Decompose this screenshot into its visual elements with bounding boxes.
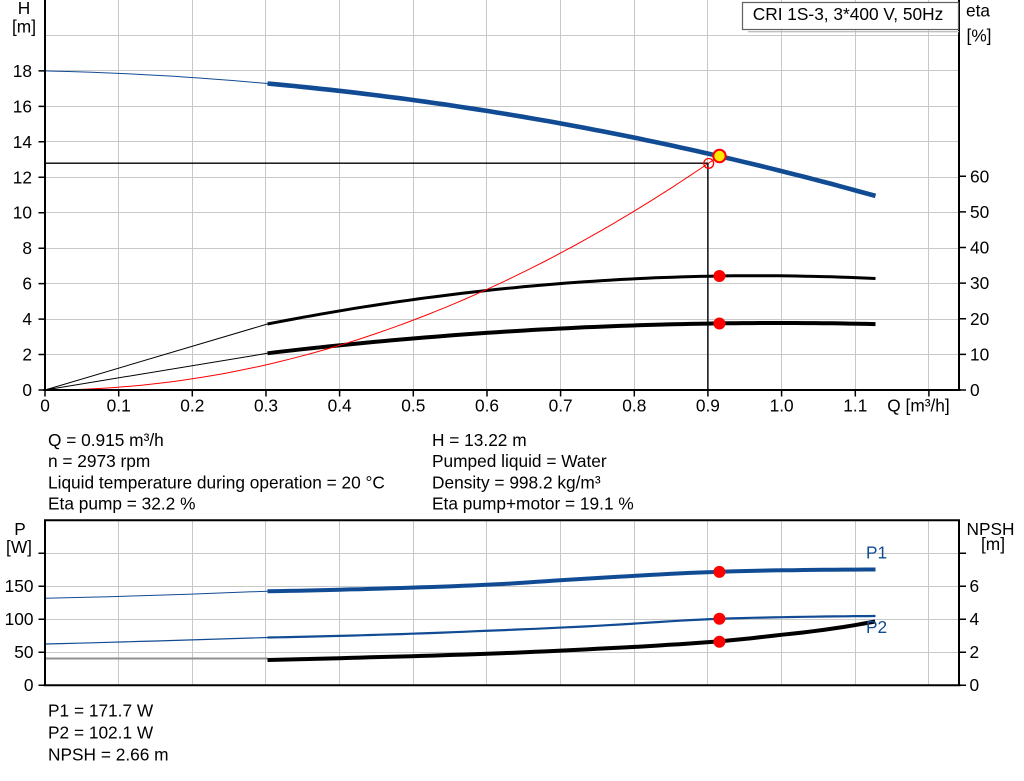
svg-text:2: 2 — [970, 642, 980, 662]
svg-text:1.1: 1.1 — [843, 396, 867, 416]
svg-text:H: H — [18, 0, 30, 18]
svg-text:Eta pump = 32.2 %: Eta pump = 32.2 % — [48, 494, 195, 514]
svg-text:[m]: [m] — [981, 534, 1005, 554]
svg-text:0.4: 0.4 — [328, 396, 352, 416]
svg-text:2: 2 — [22, 345, 32, 365]
svg-text:NPSH = 2.66 m: NPSH = 2.66 m — [48, 745, 169, 765]
svg-text:0.9: 0.9 — [696, 396, 720, 416]
svg-text:eta: eta — [966, 1, 990, 21]
svg-text:P1 = 171.7 W: P1 = 171.7 W — [48, 701, 154, 721]
svg-text:n = 2973 rpm: n = 2973 rpm — [48, 451, 150, 471]
svg-text:12: 12 — [13, 167, 32, 187]
svg-text:0.3: 0.3 — [254, 396, 278, 416]
svg-text:0.5: 0.5 — [401, 396, 425, 416]
svg-text:0.6: 0.6 — [475, 396, 499, 416]
svg-text:0: 0 — [22, 380, 32, 400]
svg-text:6: 6 — [970, 576, 980, 596]
svg-text:4: 4 — [22, 309, 32, 329]
svg-text:P1: P1 — [866, 543, 887, 563]
svg-text:6: 6 — [22, 274, 32, 294]
svg-text:P2: P2 — [866, 617, 887, 637]
svg-text:CRI 1S-3, 3*400 V, 50Hz: CRI 1S-3, 3*400 V, 50Hz — [753, 4, 944, 24]
svg-text:NPSH: NPSH — [966, 519, 1014, 539]
svg-text:Q [m³/h]: Q [m³/h] — [887, 396, 949, 416]
svg-text:50: 50 — [970, 202, 989, 222]
svg-text:150: 150 — [5, 576, 34, 596]
svg-text:20: 20 — [970, 309, 989, 329]
svg-text:16: 16 — [13, 96, 32, 116]
svg-text:P: P — [14, 519, 26, 539]
svg-text:0.8: 0.8 — [622, 396, 646, 416]
svg-text:0.2: 0.2 — [180, 396, 204, 416]
svg-text:Liquid temperature during oper: Liquid temperature during operation = 20… — [48, 472, 385, 492]
svg-text:H = 13.22 m: H = 13.22 m — [432, 430, 527, 450]
svg-text:100: 100 — [5, 609, 34, 629]
svg-text:0: 0 — [24, 675, 34, 695]
svg-text:14: 14 — [13, 132, 33, 152]
svg-text:4: 4 — [970, 609, 980, 629]
svg-text:60: 60 — [970, 166, 989, 186]
svg-text:50: 50 — [14, 642, 33, 662]
svg-text:Pumped liquid = Water: Pumped liquid = Water — [432, 451, 607, 471]
svg-text:0: 0 — [970, 380, 980, 400]
svg-text:0: 0 — [970, 675, 980, 695]
svg-text:[%]: [%] — [967, 26, 992, 46]
svg-text:P2 = 102.1 W: P2 = 102.1 W — [48, 723, 154, 743]
svg-text:10: 10 — [13, 203, 32, 223]
svg-text:Density = 998.2 kg/m³: Density = 998.2 kg/m³ — [432, 472, 601, 492]
svg-text:0.7: 0.7 — [549, 396, 573, 416]
svg-text:[W]: [W] — [6, 537, 32, 557]
svg-text:1.0: 1.0 — [770, 396, 794, 416]
svg-text:18: 18 — [13, 61, 32, 81]
svg-text:[m]: [m] — [12, 17, 36, 37]
svg-text:30: 30 — [970, 273, 989, 293]
svg-text:0: 0 — [40, 396, 50, 416]
svg-text:40: 40 — [970, 238, 989, 258]
svg-text:Q = 0.915 m³/h: Q = 0.915 m³/h — [48, 430, 164, 450]
svg-text:Eta pump+motor = 19.1 %: Eta pump+motor = 19.1 % — [432, 494, 634, 514]
svg-text:10: 10 — [970, 344, 989, 364]
svg-text:8: 8 — [22, 238, 32, 258]
svg-text:0.1: 0.1 — [107, 396, 131, 416]
